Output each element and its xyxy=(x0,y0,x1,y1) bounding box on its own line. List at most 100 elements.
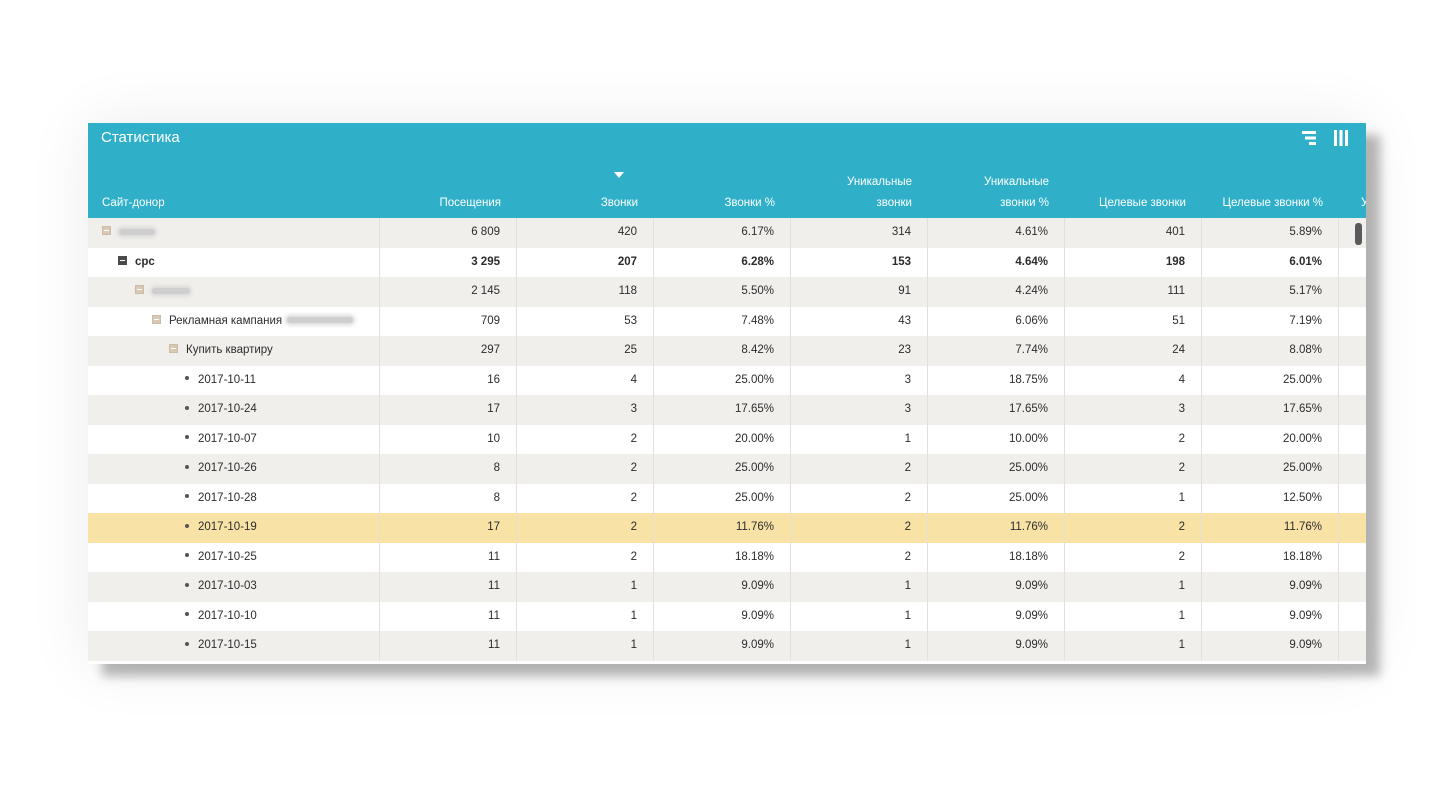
table-row[interactable]: 2017-10-25 11 2 18.18% 2 18.18% 2 18.18% xyxy=(88,542,1366,572)
cell-value: 17.65% xyxy=(654,395,791,425)
table-row[interactable]: 2017-10-28 8 2 25.00% 2 25.00% 1 12.50% xyxy=(88,483,1366,514)
column-header-label: Звонки xyxy=(600,197,638,209)
table-row[interactable]: 6 809 420 6.17% 314 4.61% 401 5.89% xyxy=(88,218,1366,248)
column-header-0[interactable]: Сайт-донор xyxy=(88,123,380,218)
table-row[interactable]: 2017-10-19 17 2 11.76% 2 11.76% 2 11.76% xyxy=(88,513,1366,543)
cell-value: 91 xyxy=(791,277,928,307)
cell-value: 3 xyxy=(791,365,928,395)
cell-value: 6.28% xyxy=(654,247,791,277)
column-header-1[interactable]: Посещения xyxy=(380,123,517,218)
bullet-icon xyxy=(185,494,189,499)
cell-value: 111 xyxy=(1065,277,1202,307)
column-header-2[interactable]: Звонки xyxy=(517,123,654,218)
cell-value: 17.65% xyxy=(928,395,1065,425)
cell-value: 11 xyxy=(380,601,517,631)
cell-value: 2 xyxy=(1065,542,1202,572)
column-header-label: звонки % xyxy=(1000,197,1049,209)
collapse-toggle-icon[interactable] xyxy=(152,314,161,324)
cell-value: 2 145 xyxy=(380,277,517,307)
table-row[interactable]: Купить квартиру 297 25 8.42% 23 7.74% 24 8.08% xyxy=(88,336,1366,366)
cell-value: 9.09% xyxy=(1202,601,1339,631)
cell-value: 401 xyxy=(1065,218,1202,248)
cell-value: 2 xyxy=(791,513,928,543)
cell-value: 2 xyxy=(791,542,928,572)
cell-donor: Рекламная кампания xyxy=(88,306,380,336)
table-row[interactable]: 2 145 118 5.50% 91 4.24% 111 5.17% xyxy=(88,277,1366,307)
cell-overflow xyxy=(1339,307,1366,337)
table-row[interactable]: 2017-10-10 11 1 9.09% 1 9.09% 1 9.09% xyxy=(88,601,1366,631)
column-header-7[interactable]: Целевые звонки % xyxy=(1202,123,1339,218)
cell-value: 4 xyxy=(1065,365,1202,395)
cell-value: 25.00% xyxy=(928,483,1065,513)
column-header-label xyxy=(1183,172,1186,193)
cell-value: 25.00% xyxy=(928,454,1065,484)
cell-value: 118 xyxy=(517,277,654,307)
collapse-toggle-icon[interactable] xyxy=(169,344,178,354)
table-row[interactable]: 2017-10-03 11 1 9.09% 1 9.09% 1 9.09% xyxy=(88,572,1366,602)
cell-value: 5.89% xyxy=(1202,218,1339,248)
cell-value: 2 xyxy=(1065,513,1202,543)
columns-icon[interactable] xyxy=(1332,129,1350,147)
table-row[interactable]: 2017-10-07 10 2 20.00% 1 10.00% 2 20.00% xyxy=(88,424,1366,454)
row-label: 2017-10-19 xyxy=(198,521,257,533)
bullet-icon xyxy=(185,582,189,587)
row-label: 2017-10-03 xyxy=(198,580,257,592)
row-label: Рекламная кампания xyxy=(169,314,283,327)
column-header-label xyxy=(498,172,501,193)
cell-value: 11 xyxy=(380,572,517,602)
row-label: 2017-10-24 xyxy=(198,403,257,415)
cell-value: 3 xyxy=(517,395,654,425)
cell-value: 1 xyxy=(1065,631,1202,661)
collapse-toggle-icon[interactable] xyxy=(102,226,111,236)
column-header-6[interactable]: Целевые звонки xyxy=(1065,123,1202,218)
redacted-text xyxy=(119,228,155,235)
column-header-label xyxy=(635,172,638,193)
column-header-label: У xyxy=(1361,197,1366,209)
scrollbar-thumb[interactable] xyxy=(1355,223,1362,245)
table-row[interactable]: 2017-10-24 17 3 17.65% 3 17.65% 3 17.65% xyxy=(88,395,1366,425)
sort-desc-icon[interactable] xyxy=(614,172,624,178)
table-row[interactable]: 2017-10-11 16 4 25.00% 3 18.75% 4 25.00% xyxy=(88,365,1366,395)
bullet-icon xyxy=(185,464,189,469)
cell-donor xyxy=(88,218,380,248)
column-header-5[interactable]: Уникальные звонки % xyxy=(928,123,1065,218)
column-header-label: Целевые звонки % xyxy=(1222,197,1323,209)
cell-value: 11.76% xyxy=(928,513,1065,543)
cell-value: 20.00% xyxy=(654,424,791,454)
cell-donor: 2017-10-11 xyxy=(88,365,380,395)
column-header-8[interactable]: У xyxy=(1339,123,1366,218)
cell-value: 198 xyxy=(1065,247,1202,277)
cell-value: 23 xyxy=(791,336,928,366)
cell-overflow xyxy=(1339,248,1366,278)
table-row[interactable]: 2017-10-26 8 2 25.00% 2 25.00% 2 25.00% xyxy=(88,454,1366,484)
collapse-toggle-icon[interactable] xyxy=(135,285,144,295)
row-label: 2017-10-25 xyxy=(198,550,257,563)
cell-value: 9.09% xyxy=(654,631,791,661)
table-row[interactable]: 2017-10-15 11 1 9.09% 1 9.09% 1 9.09% xyxy=(88,631,1366,661)
cell-value: 1 xyxy=(517,601,654,631)
column-header-3[interactable]: Звонки % xyxy=(654,123,791,218)
column-header-4[interactable]: Уникальные звонки xyxy=(791,123,928,218)
column-header-label xyxy=(1320,172,1323,193)
table-row[interactable]: cpc 3 295 207 6.28% 153 4.64% 198 6.01% xyxy=(88,247,1366,278)
cell-value: 3 xyxy=(1065,395,1202,425)
cell-value: 7.74% xyxy=(928,336,1065,366)
filter-icon[interactable] xyxy=(1300,129,1318,147)
cell-overflow xyxy=(1339,484,1366,514)
cell-value: 9.09% xyxy=(1202,572,1339,602)
cell-value: 17 xyxy=(380,513,517,543)
cell-value: 7.19% xyxy=(1202,306,1339,336)
cell-donor: 2017-10-24 xyxy=(88,395,380,425)
cell-value: 51 xyxy=(1065,306,1202,336)
cell-value: 2 xyxy=(791,483,928,513)
cell-value: 6 809 xyxy=(380,218,517,248)
cell-donor: 2017-10-28 xyxy=(88,483,380,513)
table-row[interactable]: Рекламная кампания 709 53 7.48% 43 6.06% 51 7.1… xyxy=(88,306,1366,337)
bullet-icon xyxy=(185,553,189,558)
cell-value: 25 xyxy=(517,336,654,366)
cell-value: 3 295 xyxy=(380,247,517,277)
cell-value: 17 xyxy=(380,395,517,425)
collapse-toggle-icon[interactable] xyxy=(118,255,127,265)
cell-value: 25.00% xyxy=(654,454,791,484)
redacted-text xyxy=(152,287,190,294)
